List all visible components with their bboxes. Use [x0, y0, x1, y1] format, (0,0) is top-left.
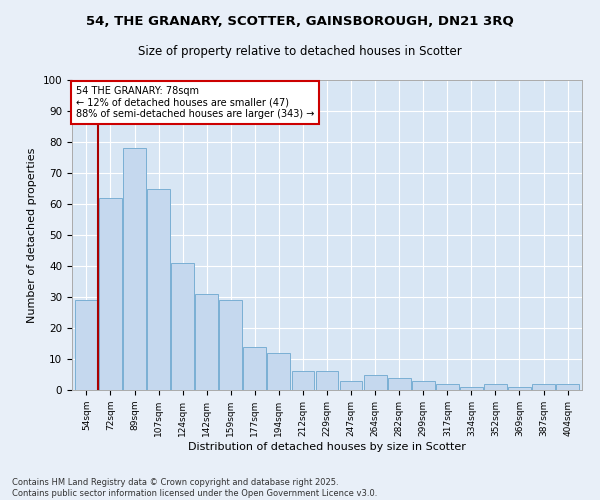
Bar	[484, 384, 507, 390]
Bar	[99, 198, 122, 390]
Text: Contains HM Land Registry data © Crown copyright and database right 2025.
Contai: Contains HM Land Registry data © Crown c…	[12, 478, 377, 498]
Bar	[244, 346, 266, 390]
Text: Size of property relative to detached houses in Scotter: Size of property relative to detached ho…	[138, 45, 462, 58]
Bar	[171, 263, 194, 390]
Bar	[388, 378, 410, 390]
Y-axis label: Number of detached properties: Number of detached properties	[27, 148, 37, 322]
Bar	[195, 294, 218, 390]
Bar	[412, 380, 434, 390]
Bar	[436, 384, 459, 390]
Bar	[316, 372, 338, 390]
Bar	[460, 387, 483, 390]
Text: 54, THE GRANARY, SCOTTER, GAINSBOROUGH, DN21 3RQ: 54, THE GRANARY, SCOTTER, GAINSBOROUGH, …	[86, 15, 514, 28]
Bar	[508, 387, 531, 390]
Bar	[340, 380, 362, 390]
Bar	[292, 372, 314, 390]
Bar	[220, 300, 242, 390]
Bar	[268, 353, 290, 390]
Bar	[123, 148, 146, 390]
X-axis label: Distribution of detached houses by size in Scotter: Distribution of detached houses by size …	[188, 442, 466, 452]
Bar	[147, 188, 170, 390]
Bar	[556, 384, 579, 390]
Bar	[532, 384, 555, 390]
Text: 54 THE GRANARY: 78sqm
← 12% of detached houses are smaller (47)
88% of semi-deta: 54 THE GRANARY: 78sqm ← 12% of detached …	[76, 86, 314, 120]
Bar	[364, 374, 386, 390]
Bar	[75, 300, 98, 390]
